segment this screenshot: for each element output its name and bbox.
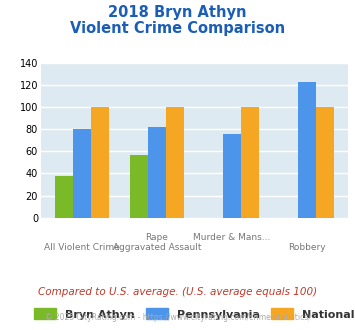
Text: Robbery: Robbery — [288, 243, 326, 251]
Text: All Violent Crime: All Violent Crime — [44, 243, 120, 251]
Text: Violent Crime Comparison: Violent Crime Comparison — [70, 21, 285, 36]
Bar — [148, 127, 166, 218]
Text: Compared to U.S. average. (U.S. average equals 100): Compared to U.S. average. (U.S. average … — [38, 287, 317, 297]
Bar — [298, 82, 316, 218]
Text: Rape: Rape — [146, 233, 168, 242]
Text: Aggravated Assault: Aggravated Assault — [113, 243, 201, 251]
Bar — [223, 134, 241, 218]
Text: © 2025 CityRating.com - https://www.cityrating.com/crime-statistics/: © 2025 CityRating.com - https://www.city… — [45, 313, 310, 322]
Bar — [166, 107, 184, 218]
Bar — [316, 107, 334, 218]
Bar — [73, 129, 91, 218]
Text: Murder & Mans...: Murder & Mans... — [193, 233, 271, 242]
Bar — [241, 107, 259, 218]
Bar — [55, 176, 73, 218]
Legend: Bryn Athyn, Pennsylvania, National: Bryn Athyn, Pennsylvania, National — [29, 304, 355, 324]
Bar — [130, 155, 148, 218]
Text: 2018 Bryn Athyn: 2018 Bryn Athyn — [108, 5, 247, 20]
Bar — [91, 107, 109, 218]
